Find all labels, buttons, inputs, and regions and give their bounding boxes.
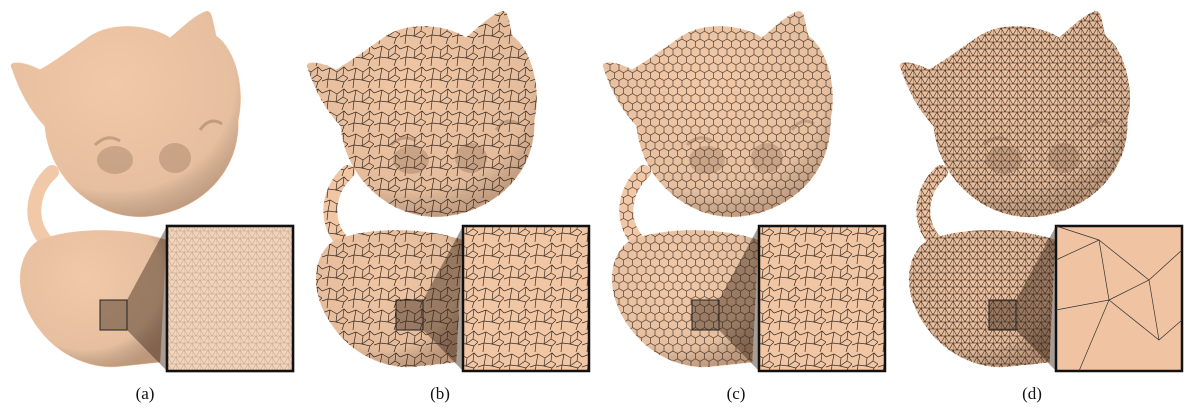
page: {"panels": [{"label": "(a)"}, {"label": …: [0, 0, 1187, 409]
panel-c: [603, 12, 885, 371]
figure: (a) (b) (c) (d): [0, 0, 1187, 409]
panel-label: (a): [136, 384, 155, 403]
panel-label: (b): [430, 384, 450, 403]
panel-d: [900, 12, 1182, 371]
panel-label: (d): [1022, 384, 1042, 403]
panel-b: [307, 12, 589, 371]
panel-label: (c): [727, 384, 746, 403]
panel-a: [11, 12, 293, 371]
